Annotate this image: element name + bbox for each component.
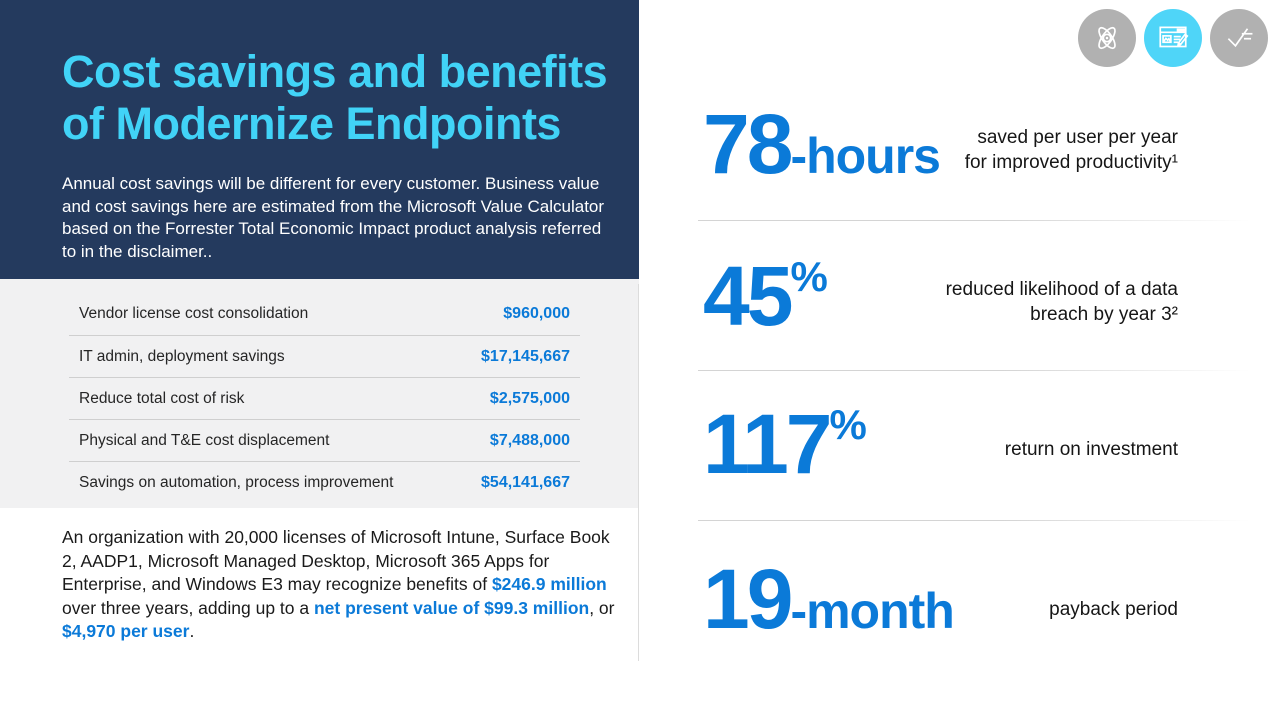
row-label: Reduce total cost of risk bbox=[79, 389, 245, 407]
summary-paragraph: An organization with 20,000 licenses of … bbox=[62, 526, 622, 644]
summary-text: An organization with 20,000 licenses of … bbox=[62, 527, 610, 594]
highlight-benefits: $246.9 million bbox=[491, 574, 607, 594]
stat-desc-line2: for improved productivity¹ bbox=[964, 152, 1178, 173]
row-label: Physical and T&E cost displacement bbox=[79, 431, 330, 449]
page-title: Cost savings and benefits of Modernize E… bbox=[62, 46, 608, 150]
stat-breach-reduction: 45% reduced likelihood of a data breach … bbox=[703, 254, 1178, 374]
atom-icon bbox=[1078, 9, 1136, 67]
row-label: Savings on automation, process improveme… bbox=[79, 473, 394, 491]
section-divider bbox=[698, 370, 1250, 371]
page-title-line2: of Modernize Endpoints bbox=[62, 98, 561, 149]
table-row: Physical and T&E cost displacement $7,48… bbox=[69, 419, 580, 461]
stat-desc: return on investment bbox=[1005, 437, 1178, 462]
summary-text: , or bbox=[589, 597, 615, 618]
stat-roi: 117% return on investment bbox=[703, 402, 1178, 522]
row-value: $2,575,000 bbox=[489, 389, 570, 407]
row-value: $7,488,000 bbox=[489, 431, 570, 449]
row-label: Vendor license cost consolidation bbox=[79, 305, 309, 322]
row-label: IT admin, deployment savings bbox=[79, 347, 285, 365]
section-divider bbox=[698, 220, 1250, 221]
stat-desc-line1: payback period bbox=[1049, 599, 1178, 620]
stat-value-group: 19-month bbox=[703, 557, 955, 641]
stat-value-group: 45% bbox=[703, 254, 828, 338]
section-divider bbox=[698, 520, 1250, 521]
table-row: Vendor license cost consolidation $960,0… bbox=[69, 293, 580, 335]
stat-desc-line1: return on investment bbox=[1004, 439, 1178, 460]
stat-hours-saved: 78-hours saved per user per year for imp… bbox=[703, 102, 1178, 222]
report-edit-icon bbox=[1144, 9, 1202, 67]
stat-desc-line2: breach by year 3² bbox=[1030, 304, 1178, 325]
summary-text: over three years, adding up to a bbox=[62, 597, 314, 618]
stat-value-group: 78-hours bbox=[703, 102, 941, 186]
stat-payback-period: 19-month payback period bbox=[703, 557, 1178, 677]
stat-desc: reduced likelihood of a data breach by y… bbox=[946, 277, 1178, 327]
stat-value: 19 bbox=[703, 552, 793, 646]
table-row: Savings on automation, process improveme… bbox=[69, 461, 580, 503]
highlight-per-user: $4,970 per user bbox=[62, 621, 190, 641]
stat-desc: saved per user per year for improved pro… bbox=[965, 125, 1178, 175]
stat-value: 117 bbox=[703, 397, 833, 491]
stat-percent-sup: % bbox=[790, 253, 828, 300]
stat-value: 45 bbox=[703, 249, 793, 343]
stat-percent-sup: % bbox=[829, 401, 867, 448]
cost-table-section: Vendor license cost consolidation $960,0… bbox=[0, 279, 639, 508]
stat-desc-line1: saved per user per year bbox=[977, 127, 1178, 148]
table-row: IT admin, deployment savings $17,145,667 bbox=[69, 335, 580, 377]
column-divider bbox=[638, 284, 639, 661]
row-value: $960,000 bbox=[503, 305, 570, 322]
checklist-icon bbox=[1210, 9, 1268, 67]
stat-suffix: -month bbox=[790, 583, 954, 639]
stat-value-group: 117% bbox=[703, 402, 867, 486]
row-value: $17,145,667 bbox=[481, 347, 570, 365]
table-row: Reduce total cost of risk $2,575,000 bbox=[69, 377, 580, 419]
stat-suffix: -hours bbox=[790, 128, 941, 184]
hero-panel: Cost savings and benefits of Modernize E… bbox=[0, 0, 639, 279]
page-subtitle: Annual cost savings will be different fo… bbox=[62, 174, 605, 261]
summary-text: . bbox=[189, 621, 195, 641]
highlight-npv: net present value of $99.3 million bbox=[313, 597, 590, 618]
cost-table: Vendor license cost consolidation $960,0… bbox=[69, 293, 580, 503]
stat-desc-line1: reduced likelihood of a data bbox=[945, 279, 1178, 300]
page-title-line1: Cost savings and benefits bbox=[62, 46, 608, 97]
stat-desc: payback period bbox=[1049, 597, 1178, 622]
row-value: $54,141,667 bbox=[481, 473, 570, 491]
stat-value: 78 bbox=[703, 97, 793, 191]
